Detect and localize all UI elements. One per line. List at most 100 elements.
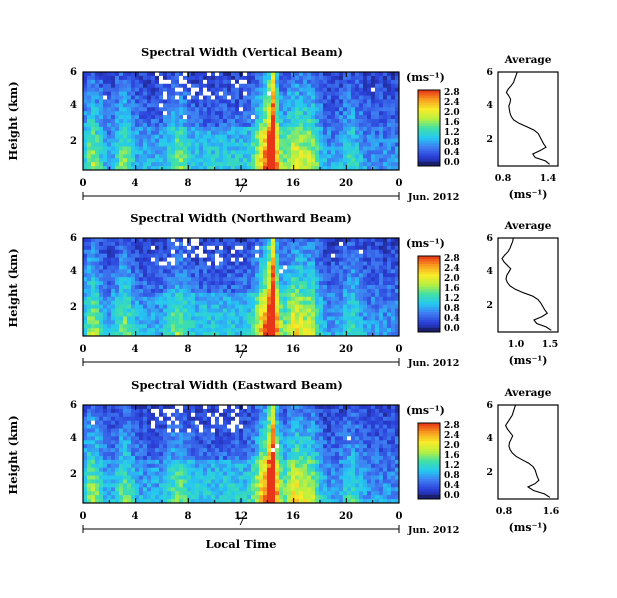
heatmap-cell [115,273,120,278]
heatmap-cell [223,238,228,243]
heatmap-cell [299,312,304,317]
heatmap-cell [159,130,164,136]
average-x-label: (ms⁻¹) [509,354,548,367]
heatmap-cell [255,328,260,333]
heatmap-cell [311,119,316,124]
heatmap-cell [239,142,244,147]
heatmap-cell [167,158,172,163]
heatmap-cell [91,249,96,255]
heatmap-cell [283,138,288,143]
heatmap-cell [331,273,336,278]
heatmap-cell [343,304,348,309]
heatmap-cell [91,83,96,89]
heatmap-cell [247,95,252,100]
heatmap-cell [195,316,200,321]
heatmap-cell [203,122,208,128]
heatmap-cell [279,115,284,120]
heatmap-cell [283,87,288,92]
heatmap-cell [219,134,224,140]
heatmap-cell [291,312,296,317]
heatmap-cell [359,95,364,100]
heatmap-cell [343,265,348,270]
heatmap-cell [367,292,372,298]
heatmap-cell [163,146,168,151]
heatmap-cell [275,241,280,247]
heatmap-cell [227,281,232,286]
heatmap-cell [87,428,92,433]
heatmap-cell [303,119,308,124]
heatmap-cell [263,95,268,100]
heatmap-cell [91,119,96,124]
heatmap-cell [271,324,276,329]
heatmap-cell [119,134,124,140]
x-ticks: 0 4 8 12 16 20 0 [80,344,403,355]
heatmap-cell [243,142,248,147]
heatmap-cell [323,328,328,333]
heatmap-cell [319,72,324,77]
heatmap-cell [135,312,140,317]
heatmap-cell [231,285,236,290]
heatmap-cell [367,269,372,274]
heatmap-cell [151,412,156,418]
heatmap-cell [299,122,304,128]
heatmap-cell [107,95,112,100]
heatmap-cell [99,424,104,429]
heatmap-cell [383,277,388,282]
heatmap-cell [279,324,284,329]
heatmap-cell [351,312,356,317]
heatmap-cell [395,300,400,306]
heatmap-cell [299,103,304,108]
heatmap-cell [187,332,192,337]
heatmap-cell [175,324,180,329]
heatmap-cell [307,277,312,282]
heatmap-cell [179,475,184,480]
heatmap-cell [355,119,360,124]
heatmap-cell [207,265,212,270]
heatmap-cell [231,122,236,128]
heatmap-cell [279,288,284,294]
heatmap-cell [123,122,128,128]
heatmap-cell [187,115,192,120]
heatmap-cell [347,119,352,124]
heatmap-cell [159,455,164,461]
heatmap-cell [179,316,184,321]
heatmap-cell [119,158,124,163]
heatmap-cell [147,328,152,333]
average-y-tick: 2 [486,134,493,145]
heatmap-cell [211,292,216,298]
heatmap-cell [395,253,400,258]
heatmap-cell [123,408,128,414]
heatmap-cell [375,99,380,104]
heatmap-cell [259,304,264,309]
heatmap-cell [319,269,324,274]
heatmap-cell [363,238,368,243]
heatmap-cell [187,420,192,425]
heatmap-cell [111,436,116,441]
heatmap-cell [99,146,104,151]
heatmap-cell [91,320,96,325]
heatmap-cell [335,332,340,337]
heatmap-cell [135,459,140,465]
heatmap-cell [191,459,196,465]
heatmap-cell [319,245,324,251]
heatmap-cell [211,324,216,329]
heatmap-cell [211,162,216,167]
heatmap-cell [335,126,340,132]
heatmap-cell [171,241,176,247]
heatmap-cell [343,292,348,298]
heatmap-cell [275,158,280,163]
heatmap-cell [247,158,252,163]
heatmap-cell [199,463,204,469]
heatmap-cell [135,273,140,278]
heatmap-cell [367,126,372,132]
heatmap-cell [147,432,152,437]
heatmap-cell [231,150,236,155]
heatmap-cell [159,115,164,120]
heatmap-cell [99,420,104,425]
heatmap-cell [195,475,200,480]
heatmap-cell [99,166,104,171]
heatmap-cell [363,245,368,251]
heatmap-cell [87,475,92,480]
heatmap-cell [95,99,100,104]
heatmap-cell [291,107,296,112]
